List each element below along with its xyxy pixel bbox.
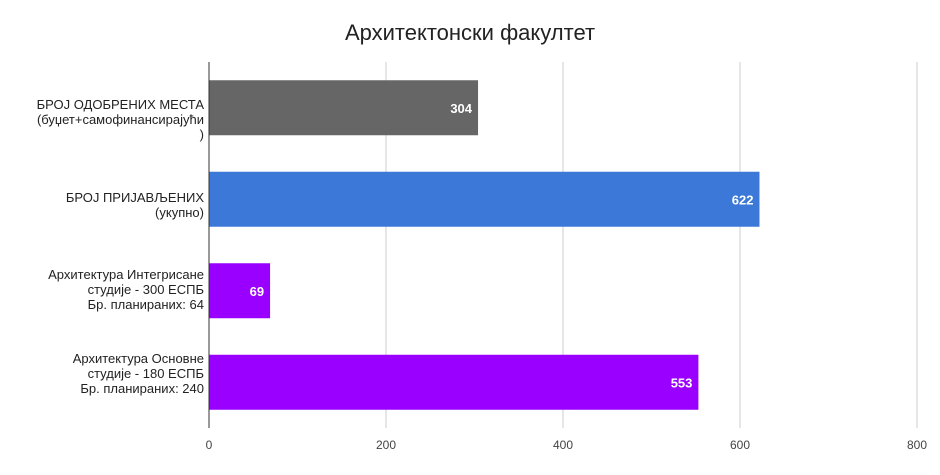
x-tick-label: 200	[376, 438, 396, 452]
x-tick-label: 0	[206, 438, 213, 452]
category-label-applicants: БРОЈ ПРИЈАВЉЕНИХ (укупно)	[65, 190, 204, 220]
bar	[209, 263, 271, 319]
category-label-basic-studies: Архитектура Основне студије - 180 ЕСПБ Б…	[72, 351, 204, 396]
category-label-integrated-studies: Архитектура Интегрисане студије - 300 ЕС…	[48, 267, 204, 312]
chart-title: Архитектонски факултет	[344, 20, 596, 45]
category-label-approved-places: БРОЈ ОДОБРЕНИХ МЕСТА (буџет+самофинансир…	[36, 97, 204, 142]
bar	[209, 354, 699, 410]
data-label: 69	[250, 284, 264, 299]
data-label: 553	[671, 375, 693, 390]
bar	[209, 80, 479, 136]
data-label: 304	[450, 101, 472, 116]
x-tick-label: 400	[553, 438, 573, 452]
x-tick-label: 800	[907, 438, 927, 452]
x-tick-label: 600	[730, 438, 750, 452]
data-label: 622	[732, 192, 754, 207]
bar	[209, 171, 760, 227]
